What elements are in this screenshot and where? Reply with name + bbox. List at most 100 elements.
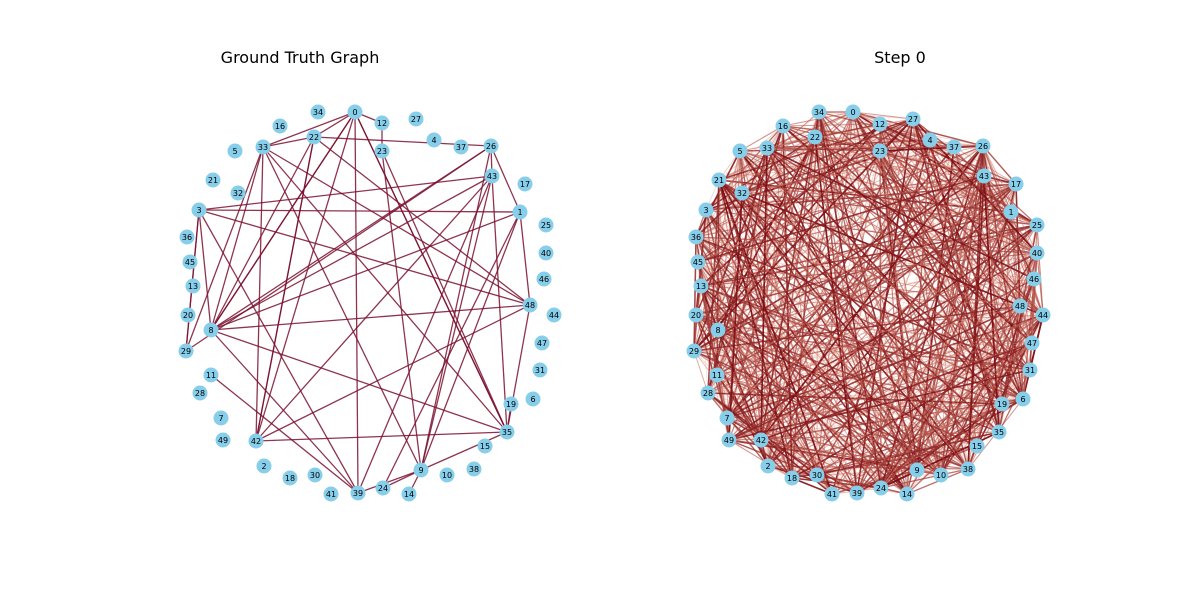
gt-node-39: 39 <box>350 485 366 501</box>
gt-node-circle <box>466 461 482 477</box>
edge-1-9 <box>420 211 521 471</box>
step0-node-label: 30 <box>812 471 822 480</box>
gt-node-circle <box>503 396 519 412</box>
step0-node-33: 33 <box>759 140 775 156</box>
edge-34-40 <box>818 111 1038 254</box>
edge-23-36 <box>695 150 881 238</box>
gt-node-circle <box>374 143 390 159</box>
edge-27-34 <box>818 111 914 120</box>
gt-node-48: 48 <box>522 297 538 313</box>
edge-32-48 <box>741 192 1021 307</box>
gt-node-circle <box>307 467 323 483</box>
step0-node-0: 0 <box>845 104 861 120</box>
step0-node-label: 8 <box>715 326 720 335</box>
step0-node-label: 4 <box>927 136 932 145</box>
step0-node-circle <box>811 104 827 120</box>
edge-18-24 <box>791 477 882 489</box>
edge-26-29 <box>185 145 492 352</box>
edge-33-37 <box>766 146 955 149</box>
step0-node-label: 2 <box>765 462 770 471</box>
gt-node-32: 32 <box>230 185 246 201</box>
step0-node-circle <box>719 410 735 426</box>
edge-36-48 <box>695 236 1021 307</box>
edge-3-8 <box>198 209 212 331</box>
edge-26-32 <box>741 145 984 194</box>
gt-node-label: 34 <box>313 108 323 117</box>
gt-node-49: 49 <box>215 432 231 448</box>
step0-node-circle <box>700 385 716 401</box>
step0-node-circle <box>922 132 938 148</box>
gt-node-circle <box>347 104 363 120</box>
gt-node-label: 4 <box>431 136 436 145</box>
gt-node-30: 30 <box>307 467 323 483</box>
gt-node-circle <box>477 438 493 454</box>
step0-node-39: 39 <box>849 485 865 501</box>
step0-node-35: 35 <box>991 424 1007 440</box>
step0-node-circle <box>946 139 962 155</box>
step0-node-circle <box>1024 335 1040 351</box>
step0-node-1: 1 <box>1003 204 1019 220</box>
edge-24-33 <box>766 147 882 489</box>
ground-truth-title: Ground Truth Graph <box>220 48 380 67</box>
step0-node-circle <box>809 467 825 483</box>
step0-node-label: 39 <box>852 489 862 498</box>
edge-3-48 <box>198 209 531 306</box>
gt-node-1: 1 <box>512 204 528 220</box>
edge-40-44 <box>1036 252 1044 316</box>
step0-node-label: 7 <box>724 414 729 423</box>
edge-3-1 <box>198 209 521 213</box>
step0-node-circle <box>688 307 704 323</box>
step0-node-circle <box>849 485 865 501</box>
step0-node-15: 15 <box>969 438 985 454</box>
edge-37-39 <box>856 146 955 494</box>
step0-node-14: 14 <box>899 486 915 502</box>
step0-node-circle <box>991 424 1007 440</box>
gt-node-31: 31 <box>532 362 548 378</box>
gt-node-label: 36 <box>182 233 192 242</box>
step0-node-17: 17 <box>1008 176 1024 192</box>
edge-33-42 <box>760 147 768 441</box>
gt-node-circle <box>310 104 326 120</box>
edge-43-45 <box>697 175 985 263</box>
step0-node-5: 5 <box>732 143 748 159</box>
gt-node-circle <box>179 229 195 245</box>
gt-node-label: 44 <box>549 311 559 320</box>
step0-node-label: 17 <box>1011 180 1021 189</box>
step0-node-circle <box>872 143 888 159</box>
gt-node-42: 42 <box>248 433 264 449</box>
edge-20-47 <box>695 314 1033 344</box>
edge-38-45 <box>697 261 969 470</box>
step0-node-label: 20 <box>691 311 701 320</box>
gt-node-circle <box>215 432 231 448</box>
step0-node-24: 24 <box>873 480 889 496</box>
edge-29-38 <box>693 350 969 470</box>
gt-node-circle <box>408 111 424 127</box>
gt-node-label: 7 <box>218 414 223 423</box>
edge-30-43 <box>816 175 985 476</box>
step0-nodes: 0123456789101112131415161718192021222324… <box>686 104 1051 502</box>
edge-26-44 <box>982 145 1044 316</box>
ground-truth-edges <box>185 111 531 495</box>
edge-19-48 <box>1001 305 1021 405</box>
edge-27-48 <box>912 118 1021 307</box>
edge-23-42 <box>760 150 881 441</box>
gt-node-circle <box>512 204 528 220</box>
step0-node-label: 32 <box>737 189 747 198</box>
edge-20-35 <box>695 314 1000 433</box>
edge-31-33 <box>766 147 1031 371</box>
step0-node-label: 16 <box>778 122 788 131</box>
edge-28-48 <box>707 305 1021 394</box>
edge-8-0 <box>210 111 356 331</box>
edge-14-31 <box>906 369 1031 495</box>
step-0-title: Step 0 <box>874 48 926 67</box>
step0-node-label: 29 <box>689 347 699 356</box>
gt-node-label: 43 <box>487 172 497 181</box>
edge-31-35 <box>998 369 1031 433</box>
edge-42-47 <box>760 342 1033 441</box>
edge-1-24 <box>382 211 521 489</box>
step0-node-circle <box>693 278 709 294</box>
edge-22-8 <box>210 136 315 331</box>
edge-23-31 <box>879 150 1031 371</box>
step0-node-circle <box>688 229 704 245</box>
edge-29-48 <box>693 305 1021 352</box>
